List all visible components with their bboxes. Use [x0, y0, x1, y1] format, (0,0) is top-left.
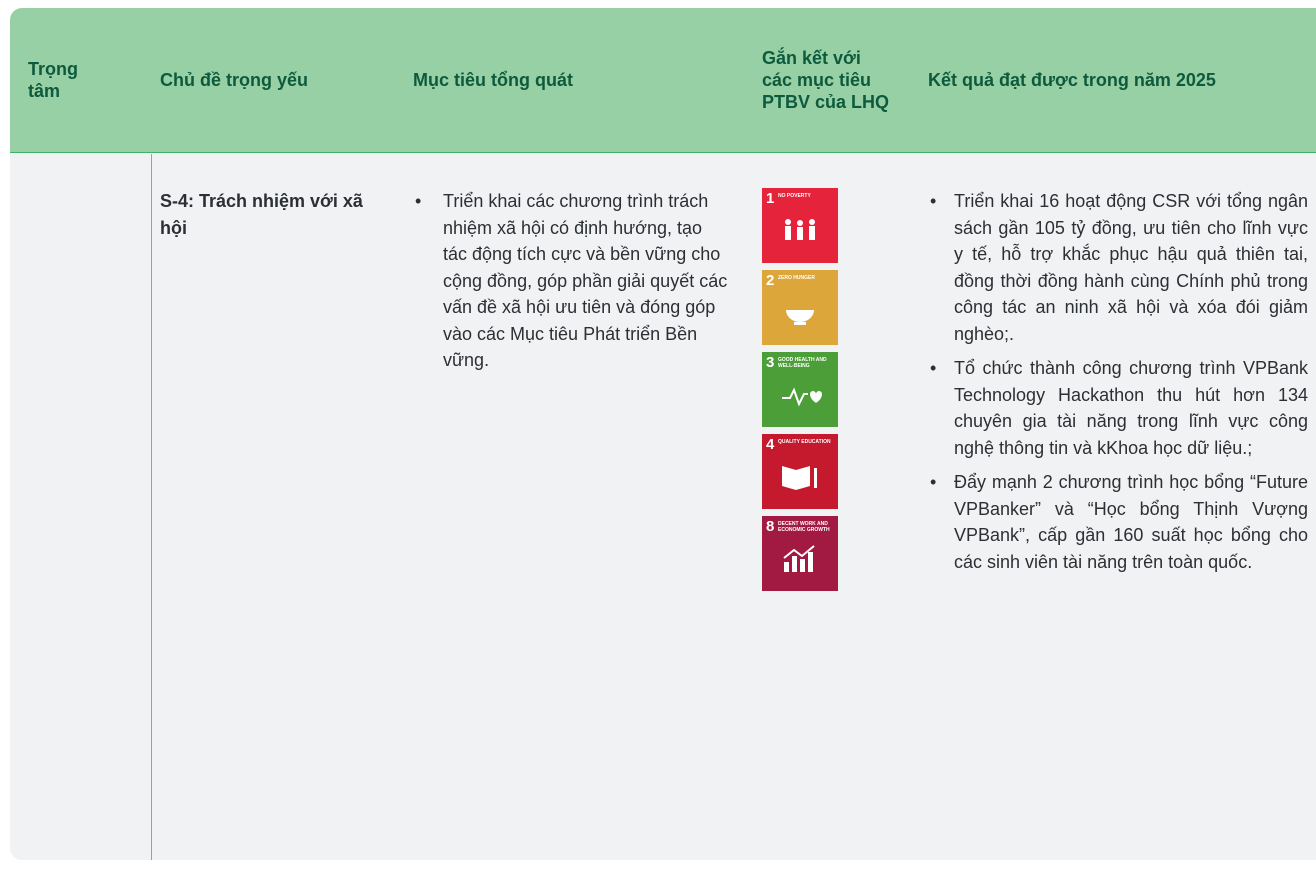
sdg-number: 8: [766, 518, 775, 535]
sdg-pictogram: [783, 545, 815, 572]
sdg-icon: 1 NO POVERTY: [762, 188, 838, 263]
header-cell: Mục tiêu tổng quát: [413, 70, 573, 90]
header-cell: Trọng tâm: [28, 59, 78, 101]
sdg-label: QUALITY EDUCATION: [778, 439, 831, 445]
sdg-label: NO POVERTY: [778, 193, 811, 199]
sdg-number: 1: [766, 190, 775, 207]
header-cell: Kết quả đạt được trong năm 2025: [928, 70, 1216, 90]
sdg-pictogram: [782, 387, 822, 407]
column-divider: [151, 154, 152, 860]
sdg-pictogram: [786, 310, 814, 325]
results: Triển khai 16 hoạt động CSR với tổng ngâ…: [928, 188, 1308, 583]
sdg-icon: 3 GOOD HEALTH AND WELL-BEING: [762, 352, 838, 427]
sdg-pictogram: [782, 466, 817, 490]
sdg-icon: 2 ZERO HUNGER: [762, 270, 838, 345]
sdg-label: ZERO HUNGER: [778, 275, 815, 281]
header-cell: Gắn kết với các mục tiêu PTBV của LHQ: [762, 48, 890, 112]
result-item: Tổ chức thành công chương trình VPBank T…: [928, 355, 1308, 461]
sdg-pictogram: [785, 219, 815, 240]
sdg-label: DECENT WORK AND ECONOMIC GROWTH: [778, 521, 830, 533]
result-item: Đẩy mạnh 2 chương trình học bổng “Future…: [928, 469, 1308, 575]
table: Trọng tâm Chủ đề trọng yếu Mục tiêu tổng…: [10, 8, 1316, 860]
objective-item: Triển khai các chương trình trách nhiệm …: [413, 188, 729, 374]
sdg-icon: 8 DECENT WORK AND ECONOMIC GROWTH: [762, 516, 838, 591]
sdg-number: 4: [766, 436, 775, 453]
header-cell: Chủ đề trọng yếu: [160, 70, 308, 90]
result-item: Triển khai 16 hoạt động CSR với tổng ngâ…: [928, 188, 1308, 347]
objectives: Triển khai các chương trình trách nhiệm …: [413, 188, 729, 382]
sdg-number: 3: [766, 354, 775, 371]
header-row: Trọng tâm Chủ đề trọng yếu Mục tiêu tổng…: [10, 8, 1316, 153]
sdg-number: 2: [766, 272, 775, 289]
sdg-label: GOOD HEALTH AND WELL-BEING: [778, 357, 827, 369]
topic: S-4: Trách nhiệm với xã hội: [160, 191, 363, 238]
sdg-icon: 4 QUALITY EDUCATION: [762, 434, 838, 509]
